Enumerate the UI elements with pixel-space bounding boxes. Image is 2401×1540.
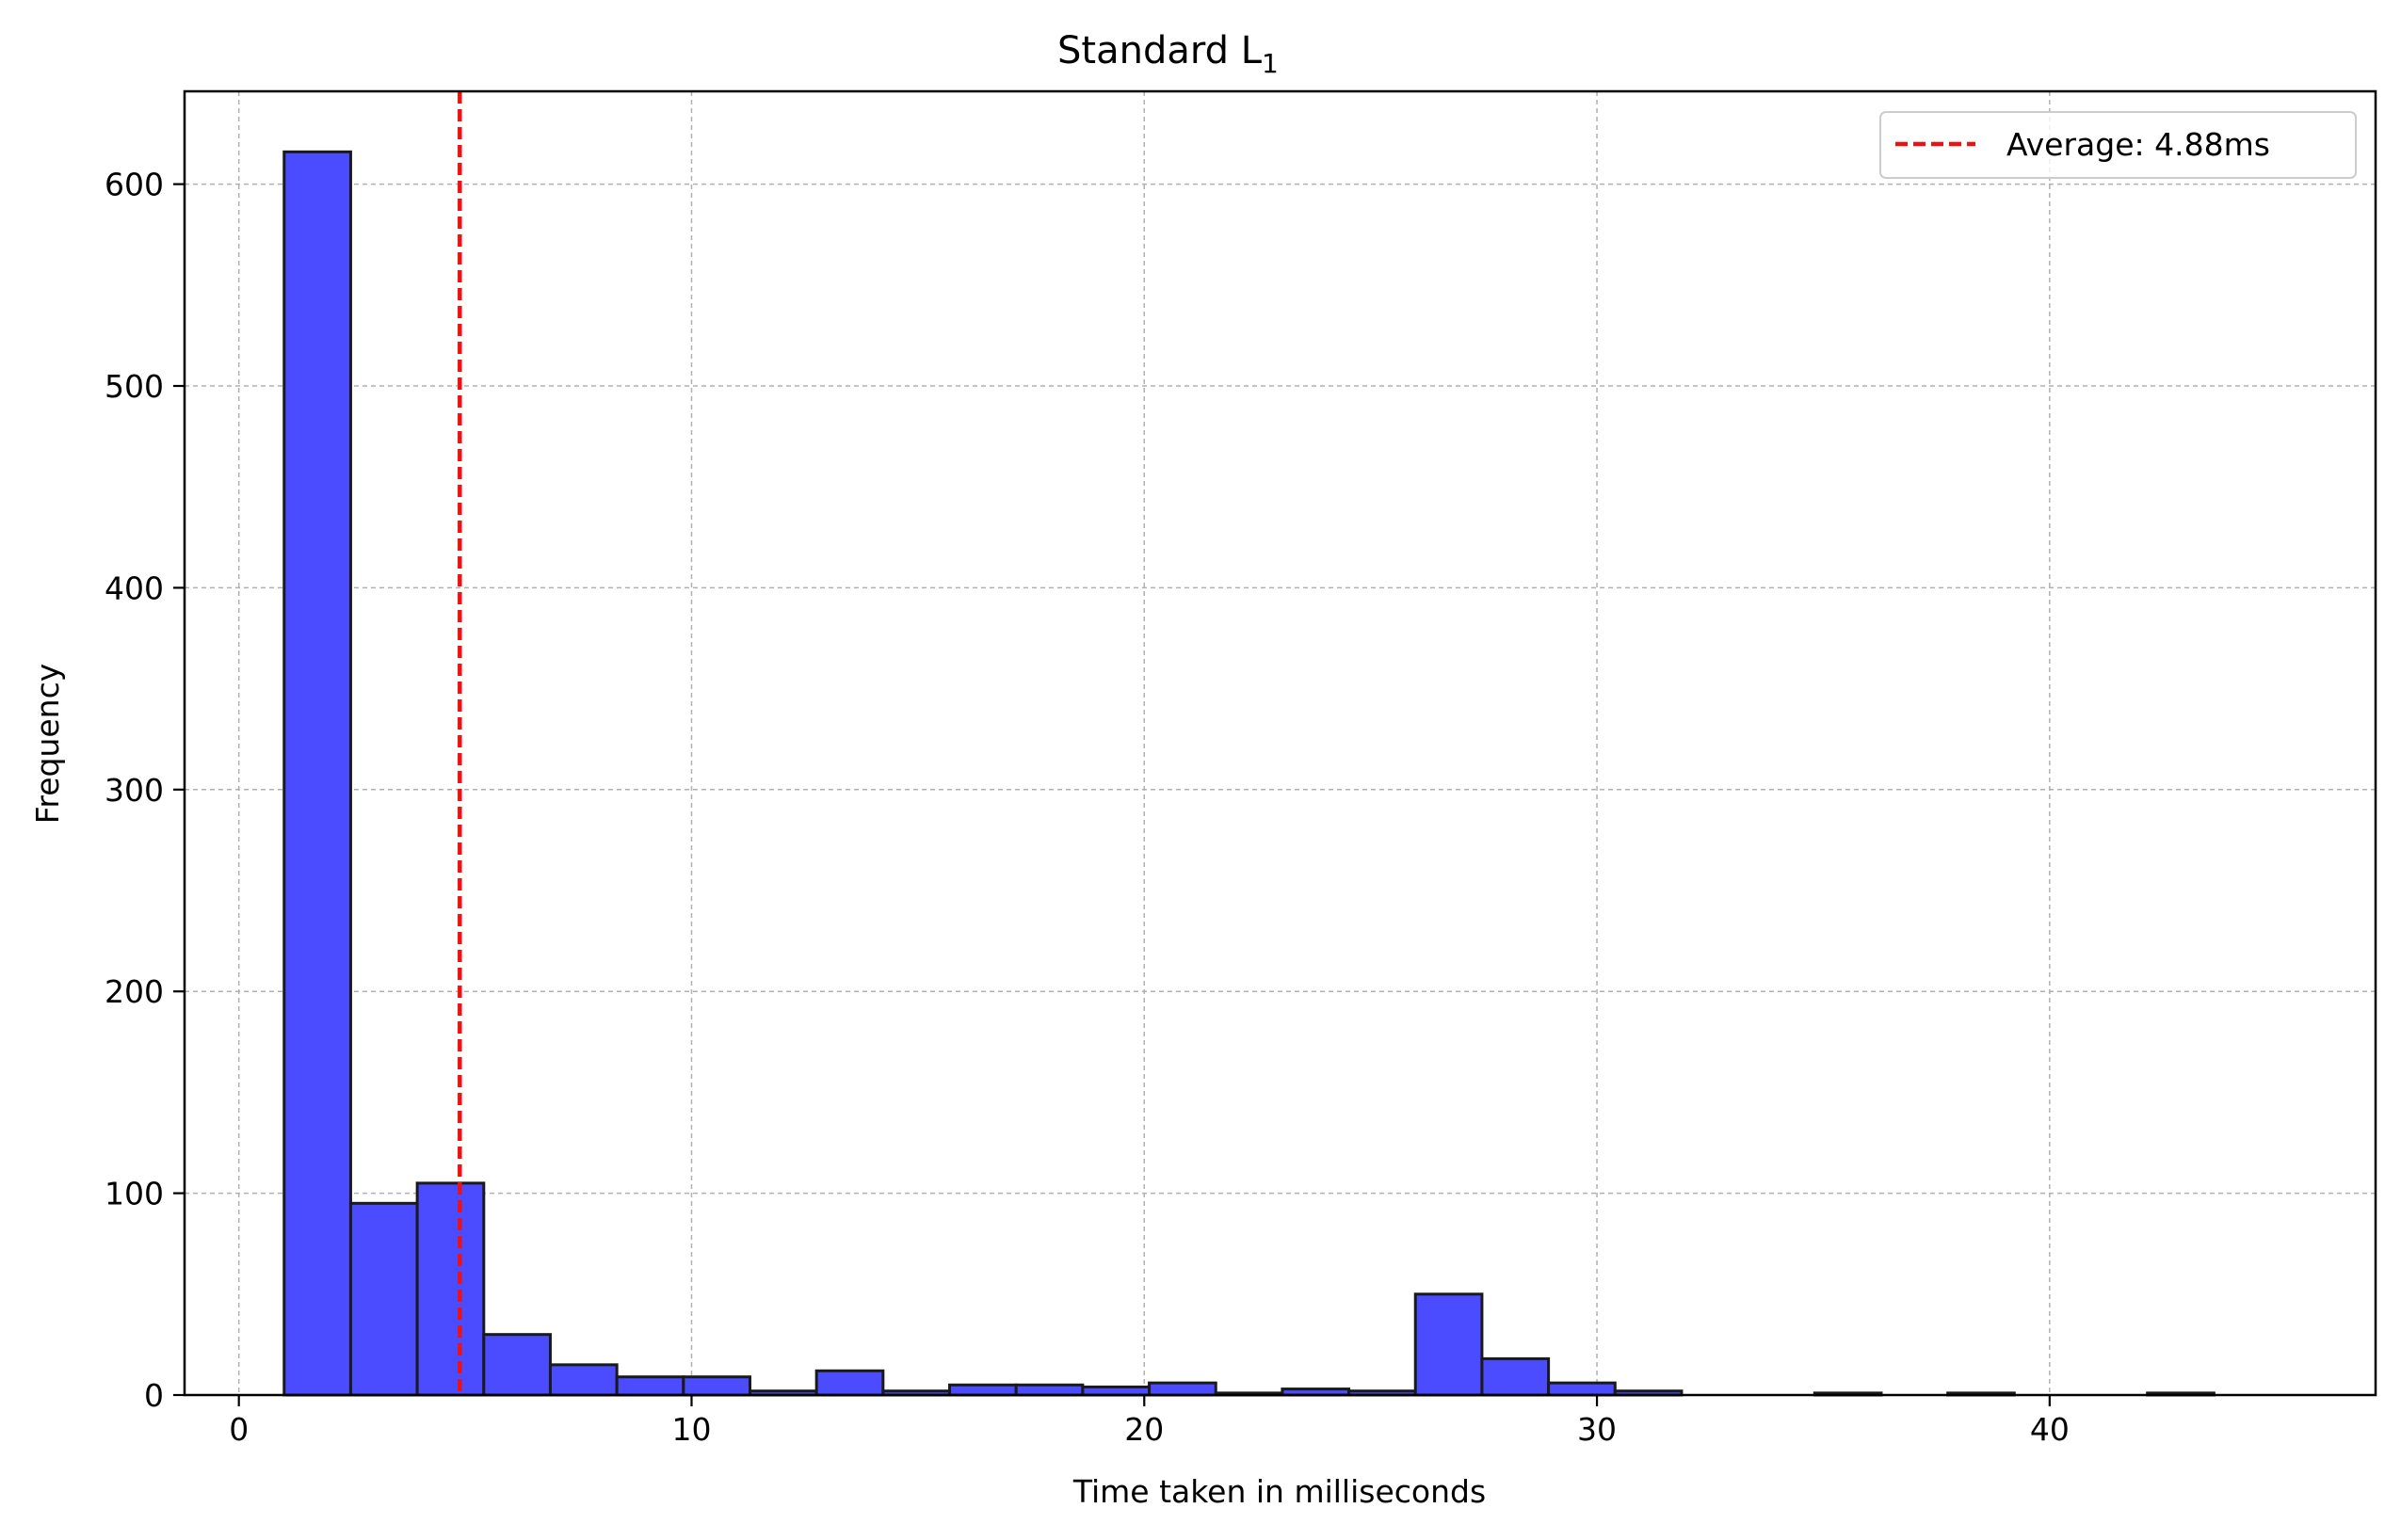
legend-box [1879,111,2357,179]
y-tick-label: 100 [105,1176,164,1212]
x-axis-label: Time taken in milliseconds [1072,1473,1486,1510]
y-axis-label: Frequency [29,664,66,824]
histogram-bar [1480,1356,1551,1397]
histogram-bar [682,1375,752,1397]
histogram-bar [615,1375,685,1397]
histogram-bar [1014,1383,1085,1397]
histogram-bar [814,1369,885,1397]
histogram-bar [482,1333,552,1397]
y-tick-label: 200 [105,973,164,1010]
histogram-bar [1081,1385,1152,1397]
x-tick-label: 30 [1577,1411,1617,1448]
histogram-bar [348,1201,419,1397]
histogram-bar [948,1383,1018,1397]
y-tick-label: 0 [144,1377,164,1414]
histogram-bar [282,150,352,1397]
x-tick-label: 0 [229,1411,249,1448]
legend-average-label: Average: 4.88ms [2006,126,2270,163]
histogram-bar [1547,1381,1617,1397]
x-tick-label: 10 [671,1411,711,1448]
histogram-bar [548,1363,619,1397]
y-tick-label: 500 [105,368,164,405]
x-tick-label: 40 [2030,1411,2070,1448]
chart-title: Standard L [1057,29,1263,72]
chart-title-text: Standard L [1057,29,1263,72]
chart-title-subscript: 1 [1262,48,1279,79]
y-tick-label: 400 [105,569,164,606]
legend: Average: 4.88ms [1879,111,2357,179]
histogram-bar [1413,1292,1484,1397]
plot-frame [183,89,2377,1397]
y-tick-label: 600 [105,167,164,203]
histogram-bar [415,1181,486,1397]
chart-title-subscript-wrap: 1 [1262,48,1279,79]
y-tick-label: 300 [105,772,164,809]
histogram-bar [1148,1381,1217,1397]
histogram-bars [282,150,2216,1397]
x-tick-label: 20 [1124,1411,1164,1448]
